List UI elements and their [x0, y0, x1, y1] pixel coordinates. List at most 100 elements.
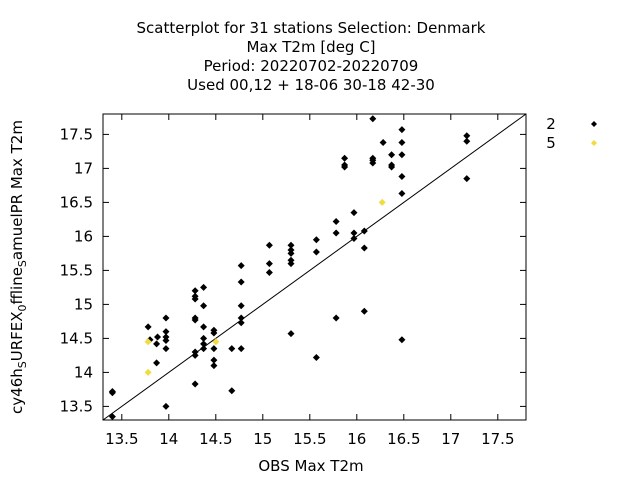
data-point-series-2 [332, 217, 340, 225]
data-point-series-2 [237, 314, 245, 322]
legend-marker-5 [591, 140, 597, 146]
data-point-series-2 [350, 234, 358, 242]
data-point-series-2 [341, 163, 349, 171]
data-point-series-2 [369, 115, 377, 123]
data-point-series-2 [463, 137, 471, 145]
data-point-series-2 [265, 260, 273, 268]
data-point-series-2 [237, 345, 245, 353]
data-point-series-5 [378, 198, 386, 206]
data-point-series-2 [191, 316, 199, 324]
data-point-series-2 [341, 154, 349, 162]
y-axis-ticks: 13.5 14 14.5 15 15.5 16 16.5 17 17.5 [60, 125, 526, 415]
legend-item-5: 5 [546, 134, 597, 152]
y-tick-label: 14.5 [60, 329, 93, 347]
data-point-series-2 [108, 387, 116, 395]
data-point-series-2 [144, 323, 152, 331]
y-tick-label: 13.5 [60, 397, 93, 415]
y-tick-label: 14 [74, 363, 93, 381]
y-tick-label: 15.5 [60, 261, 93, 279]
x-axis-label: OBS Max T2m [258, 457, 363, 475]
data-point-series-2 [153, 340, 161, 348]
data-point-series-2 [237, 302, 245, 310]
x-tick-label: 17 [441, 430, 460, 448]
reference-line [102, 113, 527, 421]
data-point-series-2 [191, 287, 199, 295]
data-point-series-2 [398, 173, 406, 181]
x-tick-label: 16.5 [387, 430, 420, 448]
data-points [108, 115, 471, 421]
data-point-series-2 [360, 227, 368, 235]
data-point-series-2 [162, 402, 170, 410]
y-tick-label: 17.5 [60, 125, 93, 143]
data-point-series-2 [237, 319, 245, 327]
chart-title-line-2: Max T2m [deg C] [246, 38, 375, 56]
data-point-series-2 [108, 413, 116, 421]
data-point-series-2 [360, 244, 368, 252]
data-point-series-2 [162, 336, 170, 344]
data-point-series-2 [154, 333, 162, 341]
data-point-series-5 [144, 368, 152, 376]
chart-title: Scatterplot for 31 stations Selection: D… [137, 19, 486, 94]
data-point-series-2 [398, 126, 406, 134]
data-point-series-2 [210, 362, 218, 370]
data-point-series-2 [228, 345, 236, 353]
data-point-series-2 [265, 268, 273, 276]
data-point-series-2 [312, 248, 320, 256]
data-point-series-2 [153, 359, 161, 367]
data-point-series-2 [332, 314, 340, 322]
data-point-series-2 [200, 340, 208, 348]
data-point-series-5 [144, 338, 152, 346]
legend-label-2: 2 [546, 115, 556, 133]
y-tick-label: 16 [74, 227, 93, 245]
data-point-series-2 [312, 236, 320, 244]
data-point-series-2 [237, 278, 245, 286]
data-point-series-2 [369, 159, 377, 167]
data-point-series-2 [287, 330, 295, 338]
data-point-series-2 [162, 314, 170, 322]
y-tick-label: 16.5 [60, 193, 93, 211]
data-point-series-2 [200, 283, 208, 291]
data-point-series-2 [210, 356, 218, 364]
chart-title-line-1: Scatterplot for 31 stations Selection: D… [137, 19, 486, 37]
x-tick-label: 17.5 [481, 430, 514, 448]
data-point-series-2 [398, 151, 406, 159]
x-tick-label: 15.5 [293, 430, 326, 448]
data-point-series-2 [350, 229, 358, 237]
data-point-series-2 [210, 345, 218, 353]
data-point-series-2 [388, 163, 396, 171]
legend: 2 5 [546, 115, 597, 152]
data-point-series-2 [398, 336, 406, 344]
data-point-series-2 [463, 175, 471, 183]
data-point-series-2 [162, 345, 170, 353]
legend-item-2: 2 [546, 115, 597, 133]
data-point-series-2 [332, 229, 340, 237]
data-point-series-2 [360, 307, 368, 315]
data-point-series-2 [200, 302, 208, 310]
data-point-series-2 [312, 353, 320, 361]
chart-title-line-4: Used 00,12 + 18-06 30-18 42-30 [187, 76, 435, 94]
x-tick-label: 14 [159, 430, 178, 448]
data-point-series-2 [162, 328, 170, 336]
x-tick-label: 14.5 [199, 430, 232, 448]
data-point-series-2 [210, 329, 218, 337]
y-tick-label: 15 [74, 295, 93, 313]
data-point-series-2 [287, 260, 295, 268]
data-point-series-2 [228, 387, 236, 395]
x-tick-label: 15 [253, 430, 272, 448]
data-point-series-2 [191, 295, 199, 303]
x-tick-label: 16 [347, 430, 366, 448]
data-point-series-2 [191, 351, 199, 359]
data-point-series-2 [191, 380, 199, 388]
data-point-series-2 [379, 139, 387, 147]
chart-title-line-3: Period: 20220702-20220709 [204, 57, 419, 75]
plot-frame [102, 113, 527, 421]
x-tick-label: 13.5 [105, 430, 138, 448]
data-point-series-2 [287, 241, 295, 249]
data-point-series-2 [287, 249, 295, 257]
data-point-series-2 [200, 334, 208, 342]
x-axis-ticks: 13.5 14 14.5 15 15.5 16 16.5 17 17.5 [105, 114, 515, 448]
legend-marker-2 [591, 121, 597, 127]
data-point-series-2 [388, 151, 396, 159]
y-tick-label: 17 [74, 159, 93, 177]
